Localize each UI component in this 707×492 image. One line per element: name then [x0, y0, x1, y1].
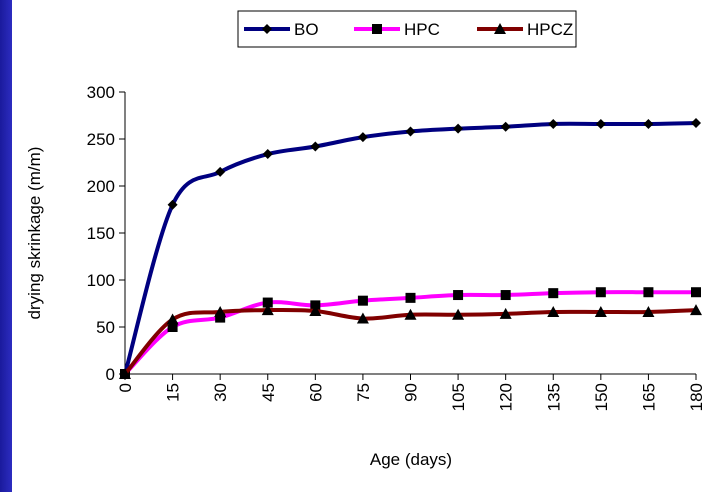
- data-point-hpcz: [594, 305, 607, 317]
- legend-label-bo: BO: [294, 20, 319, 39]
- data-point-hpc: [548, 288, 559, 299]
- x-tick-label: 60: [306, 383, 325, 402]
- series-hpc: [120, 287, 701, 379]
- data-point-hpc: [643, 287, 654, 298]
- data-point-hpc: [357, 295, 368, 306]
- x-tick-label: 120: [497, 383, 516, 411]
- data-point-bo: [548, 118, 559, 129]
- data-point-bo: [215, 166, 226, 177]
- y-tick-label: 250: [87, 130, 115, 149]
- y-axis-ticks: 0 50 100 150 200 250 300: [87, 83, 125, 384]
- x-tick-label: 105: [449, 383, 468, 411]
- y-tick-label: 150: [87, 224, 115, 243]
- data-point-hpcz: [547, 305, 560, 317]
- data-point-hpcz: [642, 305, 655, 317]
- data-point-hpcz: [690, 304, 702, 316]
- data-point-bo: [453, 123, 464, 134]
- data-point-bo: [595, 118, 606, 129]
- data-point-bo: [262, 149, 273, 160]
- series-bo: [120, 118, 701, 379]
- data-point-bo: [643, 118, 654, 129]
- series-line-bo: [123, 121, 698, 376]
- legend-label-hpc: HPC: [404, 20, 440, 39]
- chart-panel: BO HPC HPCZ 0 50 100 150 200 250 300 0 15 30 45 60 75…: [12, 0, 707, 492]
- data-point-bo: [405, 126, 416, 137]
- x-tick-label: 15: [164, 383, 183, 402]
- data-point-hpcz: [452, 308, 465, 320]
- legend-marker-bo: [262, 24, 272, 34]
- x-tick-label: 165: [639, 383, 658, 411]
- legend-marker-hpc: [372, 24, 382, 34]
- data-point-hpc: [691, 287, 701, 298]
- data-point-hpc: [453, 290, 464, 301]
- data-point-bo: [167, 199, 178, 210]
- y-tick-label: 0: [106, 365, 115, 384]
- x-tick-label: 90: [402, 383, 421, 402]
- data-point-hpc: [500, 290, 511, 301]
- legend-label-hpcz: HPCZ: [527, 20, 573, 39]
- x-axis-ticks: 0 15 30 45 60 75 90 105 120 135 150 165 180: [116, 374, 706, 411]
- x-tick-label: 75: [354, 383, 373, 402]
- data-point-hpc: [167, 322, 178, 332]
- data-point-hpcz: [166, 313, 179, 325]
- x-tick-label: 180: [687, 383, 706, 411]
- data-point-hpcz: [404, 308, 417, 320]
- data-point-hpcz: [261, 304, 274, 316]
- y-tick-label: 100: [87, 271, 115, 290]
- data-point-bo: [357, 132, 368, 143]
- data-point-bo: [691, 118, 701, 129]
- data-point-hpc: [215, 312, 226, 323]
- data-point-hpc: [262, 297, 273, 308]
- series-hpcz: [119, 304, 702, 379]
- data-point-hpcz: [119, 368, 131, 379]
- y-tick-label: 200: [87, 177, 115, 196]
- data-point-hpc: [405, 292, 416, 303]
- legend: BO HPC HPCZ: [244, 20, 573, 39]
- legend-marker-hpcz: [494, 23, 506, 34]
- data-point-hpcz: [356, 312, 369, 324]
- x-tick-label: 150: [592, 383, 611, 411]
- x-axis-title: Age (days): [370, 450, 452, 469]
- y-tick-label: 300: [87, 83, 115, 102]
- series-layer: [119, 118, 702, 379]
- x-tick-label: 45: [259, 383, 278, 402]
- x-tick-label: 135: [544, 383, 563, 411]
- data-point-hpcz: [214, 305, 227, 317]
- y-tick-label: 50: [96, 318, 115, 337]
- data-point-hpc: [595, 287, 606, 298]
- line-chart: BO HPC HPCZ 0 50 100 150 200 250 300 0 15 30 45 60 75…: [25, 10, 706, 469]
- y-axis-title: drying skrinkage (m/m): [25, 147, 44, 320]
- data-point-hpcz: [499, 307, 512, 319]
- x-tick-label: 30: [211, 383, 230, 402]
- x-tick-label: 0: [116, 383, 135, 392]
- series-line-hpc: [123, 290, 698, 376]
- data-point-hpcz: [309, 305, 322, 317]
- data-point-bo: [310, 141, 321, 152]
- data-point-bo: [500, 121, 511, 132]
